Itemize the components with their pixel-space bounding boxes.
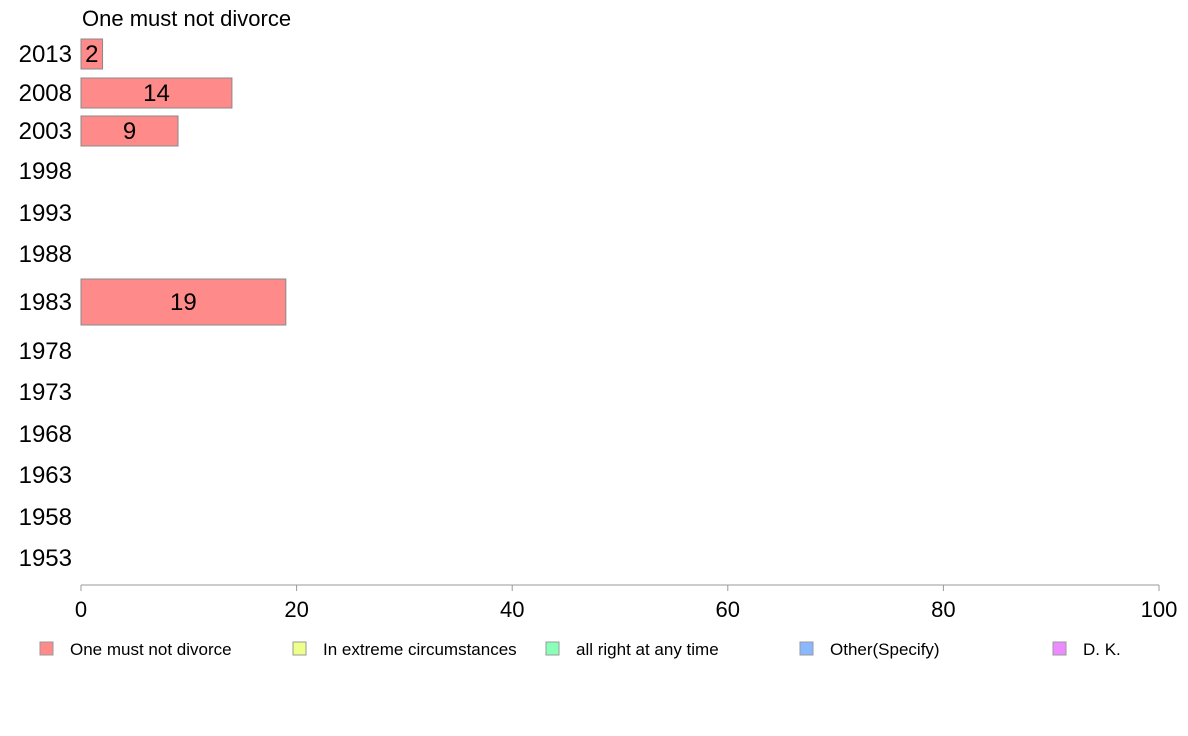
chart-title: One must not divorce [82, 6, 291, 31]
y-tick-label: 1958 [19, 504, 72, 531]
data-label: 14 [143, 80, 170, 107]
x-tick-label: 20 [284, 597, 308, 622]
y-tick-label: 2008 [19, 80, 72, 107]
legend-swatch [292, 641, 307, 656]
y-tick-label: 1988 [19, 241, 72, 268]
y-tick-label: 1973 [19, 379, 72, 406]
bar [80, 115, 179, 147]
y-tick-label: 1963 [19, 462, 72, 489]
legend-label: D. K. [1083, 640, 1121, 659]
data-label: 19 [170, 289, 197, 316]
legend-swatch [39, 641, 54, 656]
y-axis-labels: 2013 2008 2003 1998 1993 1988 1983 1978 1973 1968… [19, 41, 72, 572]
data-label: 9 [123, 118, 136, 145]
y-tick-label: 1953 [19, 545, 72, 572]
bar [80, 278, 287, 326]
bar [80, 38, 104, 70]
bar [80, 77, 233, 109]
legend-swatch [1052, 641, 1067, 656]
legend: One must not divorce In extreme circumsta… [39, 640, 1121, 659]
x-tick-label: 60 [716, 597, 740, 622]
y-tick-label: 1983 [19, 289, 72, 316]
y-tick-label: 1993 [19, 200, 72, 227]
bars: 2 14 9 19 [80, 38, 287, 326]
y-tick-label: 1998 [19, 158, 72, 185]
x-tick-label: 80 [931, 597, 955, 622]
legend-label: In extreme circumstances [323, 640, 517, 659]
y-tick-label: 1978 [19, 338, 72, 365]
y-tick-label: 2013 [19, 41, 72, 68]
x-tick-label: 40 [500, 597, 524, 622]
legend-label: One must not divorce [70, 640, 232, 659]
y-tick-label: 1968 [19, 421, 72, 448]
x-axis: 0 20 40 60 80 100 [75, 584, 1178, 622]
legend-label: Other(Specify) [830, 640, 940, 659]
legend-label: all right at any time [576, 640, 719, 659]
legend-swatch [545, 641, 560, 656]
legend-swatch [799, 641, 814, 656]
x-tick-label: 100 [1141, 597, 1178, 622]
data-label: 2 [85, 41, 98, 68]
y-tick-label: 2003 [19, 118, 72, 145]
x-tick-label: 0 [75, 597, 87, 622]
